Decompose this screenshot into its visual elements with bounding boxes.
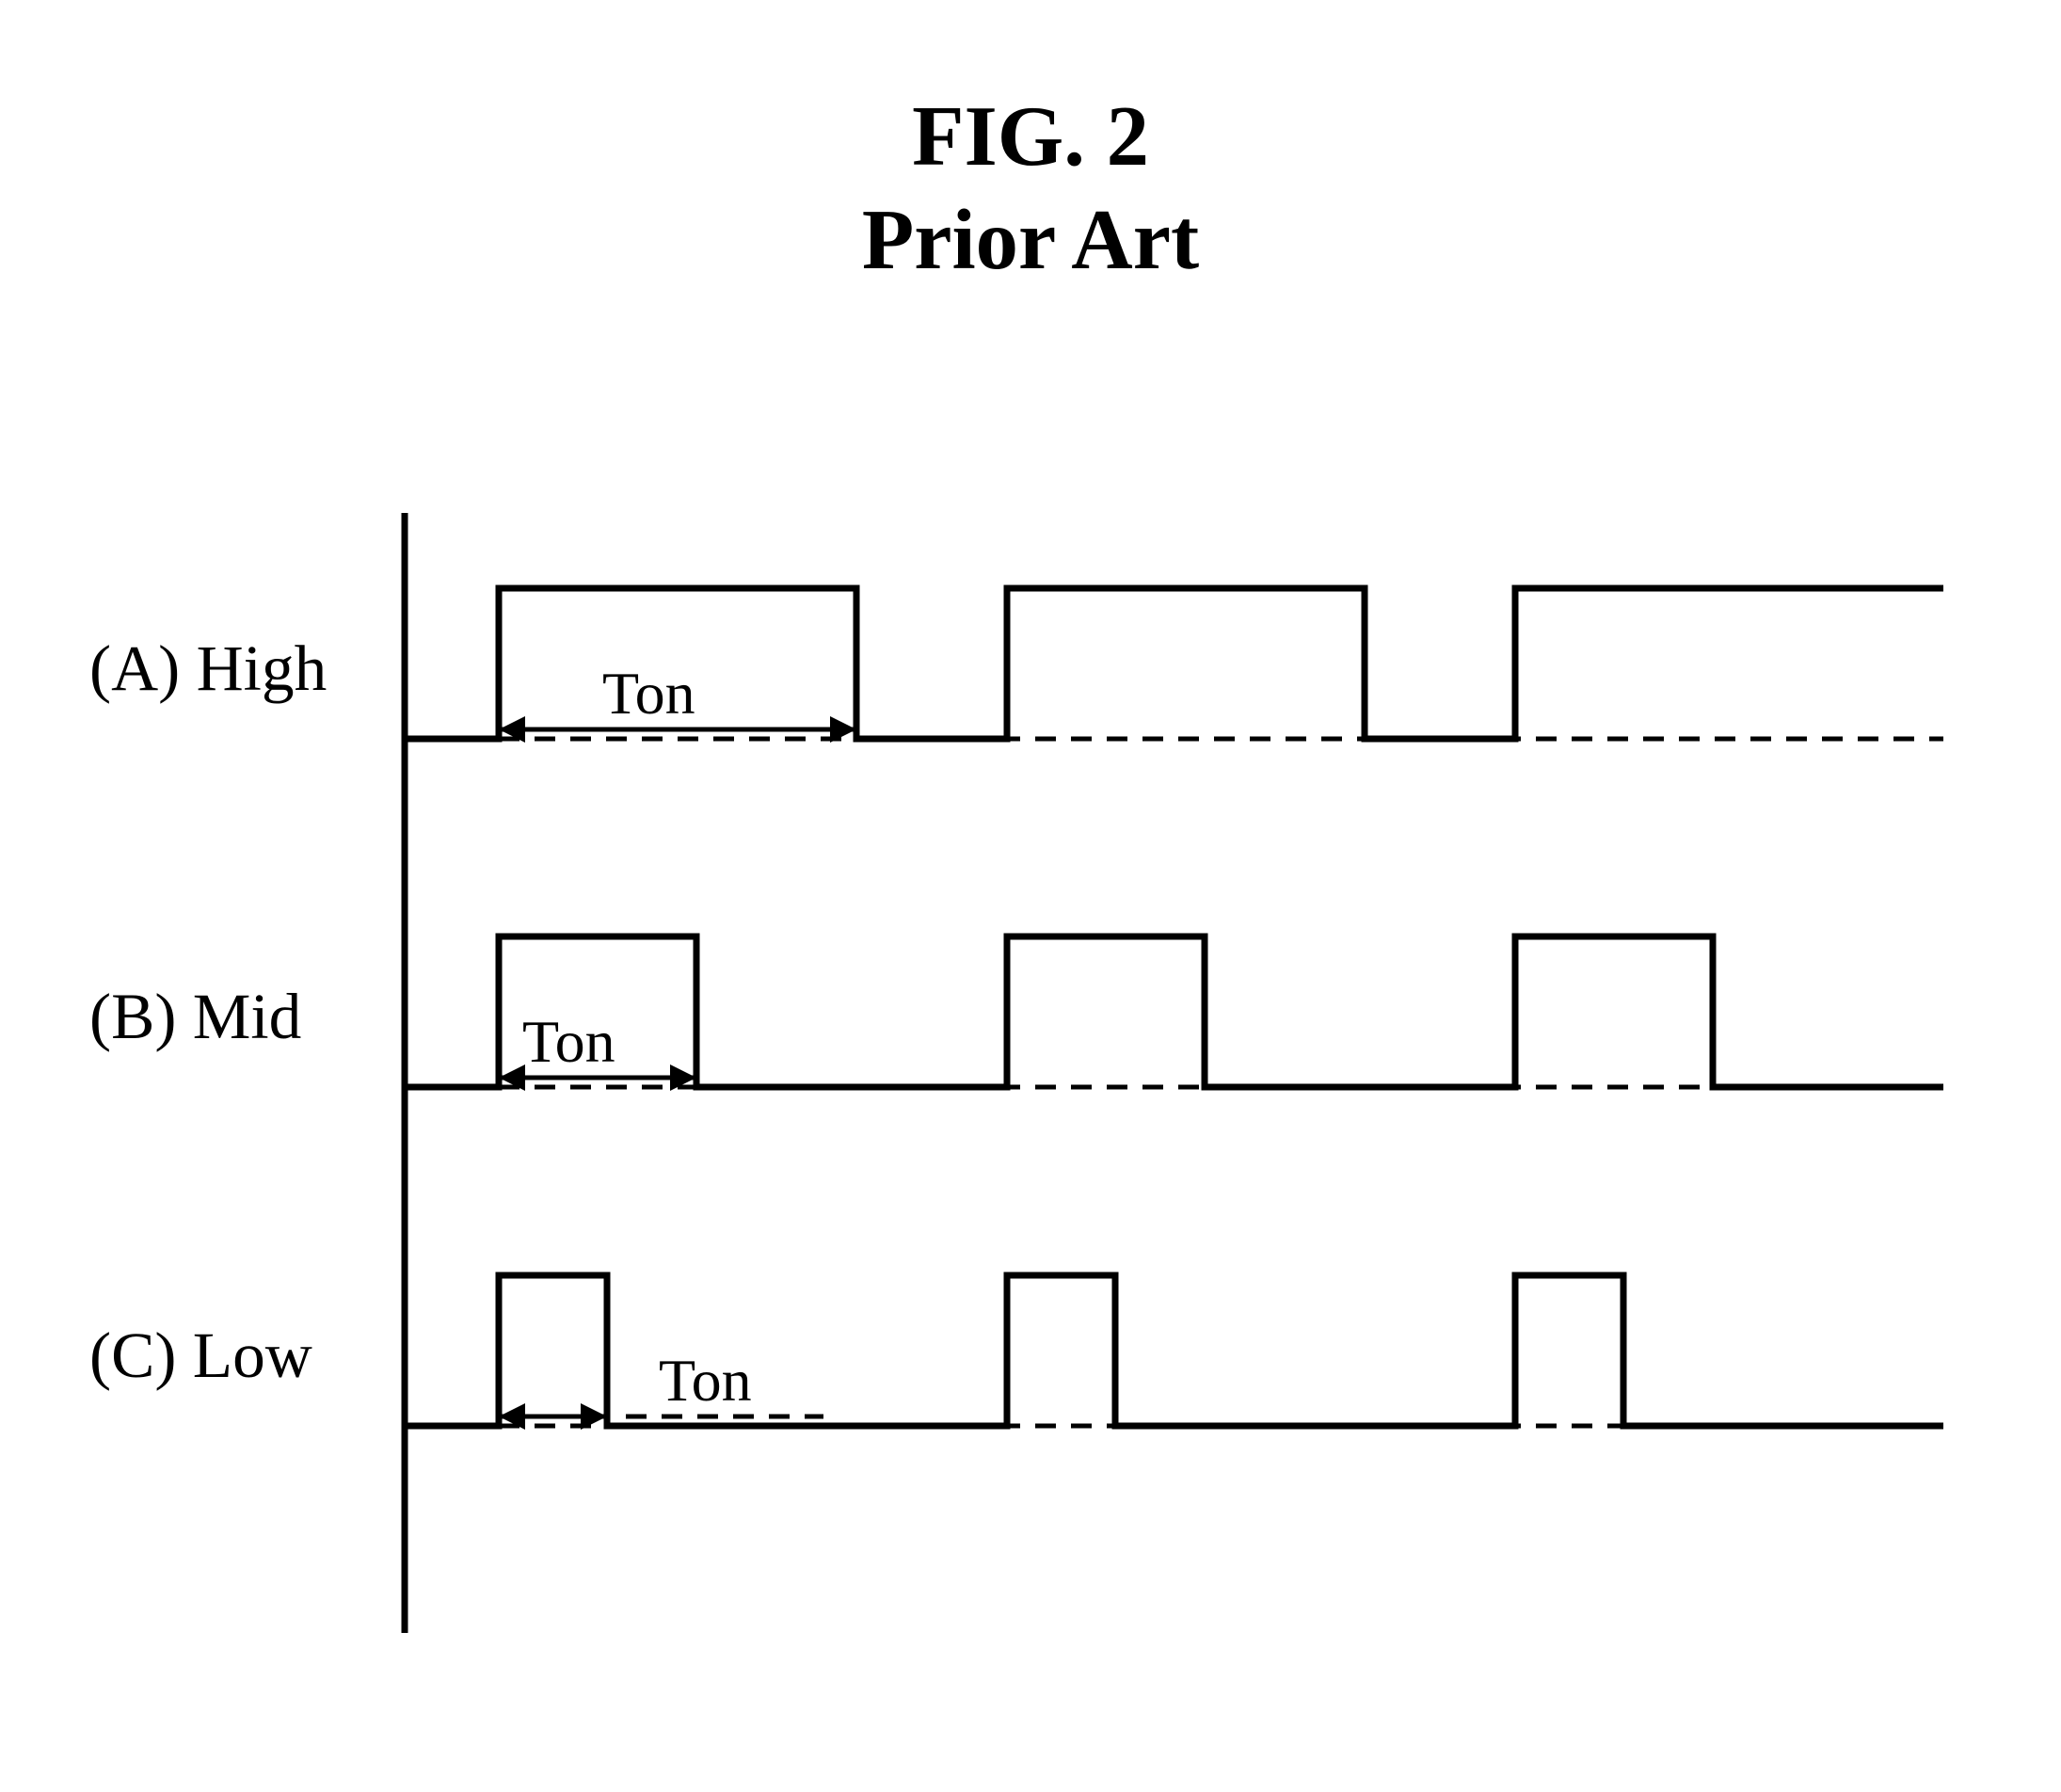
timing-diagram (0, 0, 2061, 1792)
row-label-b: (B) Mid (89, 979, 301, 1054)
row-label-c: (C) Low (89, 1318, 312, 1393)
ton-label-c: Ton (659, 1346, 752, 1416)
row-label-a: (A) High (89, 631, 327, 706)
ton-label-a: Ton (602, 659, 695, 728)
ton-label-b: Ton (522, 1007, 615, 1077)
figure-container: FIG. 2 Prior Art (A) High (B) Mid (C) Lo… (0, 0, 2061, 1792)
